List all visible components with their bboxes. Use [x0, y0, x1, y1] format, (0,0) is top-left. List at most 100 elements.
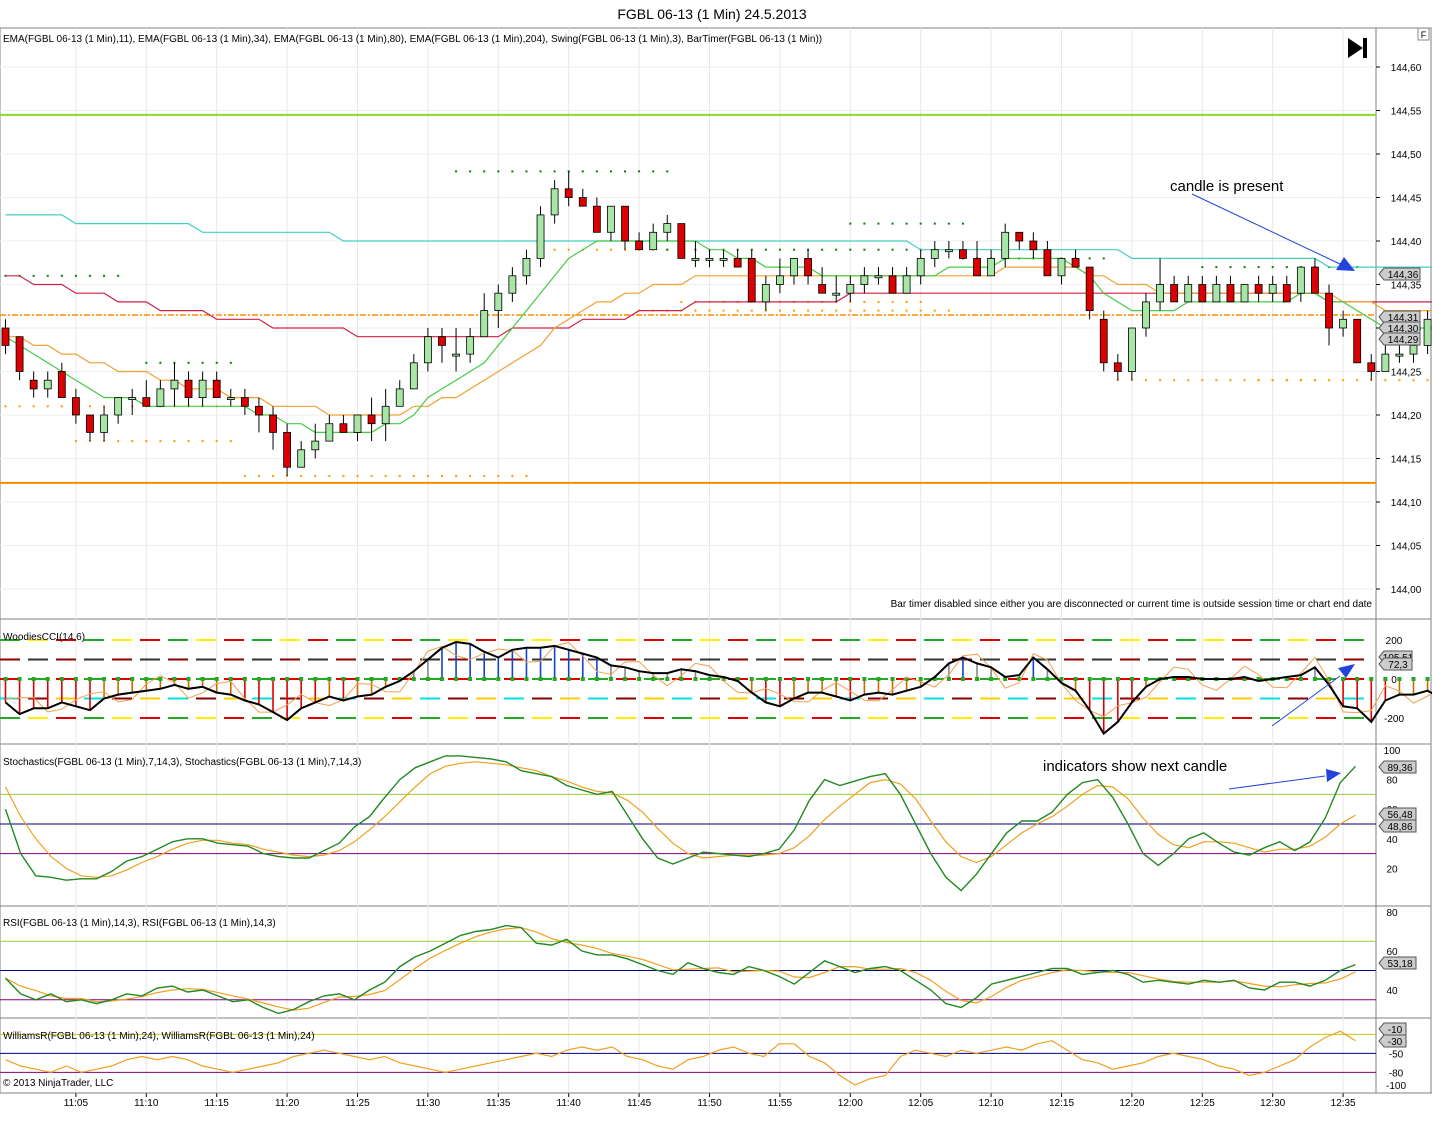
swing-dot: [919, 300, 922, 303]
candle: [1128, 327, 1136, 372]
candle: [184, 379, 193, 399]
candle: [1423, 318, 1432, 346]
swing-dot: [229, 361, 232, 364]
swing-dot: [511, 474, 514, 477]
candle-annotation: candle is present: [1170, 178, 1284, 195]
cci-zero-dot: [918, 677, 923, 681]
candle: [57, 371, 66, 399]
candle: [1029, 240, 1038, 251]
price-tick-label: 144,40: [1391, 237, 1422, 248]
swing-dot: [1201, 266, 1204, 269]
cci-zero-dot: [116, 677, 121, 681]
candle: [1325, 292, 1333, 329]
candle: [1142, 301, 1150, 329]
cci-tag-label: 72,3: [1388, 660, 1408, 671]
cci-zero-dot: [327, 677, 332, 681]
swing-dot: [1215, 266, 1218, 269]
price-tick-label: 144,00: [1391, 585, 1422, 596]
candle: [733, 257, 742, 268]
candle: [930, 249, 939, 259]
candle: [1113, 362, 1122, 372]
time-label: 12:25: [1190, 1098, 1215, 1109]
swing-dot: [229, 440, 232, 443]
swing-dot: [835, 248, 838, 251]
candle: [1282, 284, 1291, 303]
cci-zero-dot: [228, 677, 233, 681]
swing-dot: [877, 222, 880, 225]
swing-dot: [666, 170, 669, 173]
cci-zero-dot: [1355, 677, 1360, 681]
cci-zero-dot: [369, 677, 374, 681]
swing-dot: [398, 474, 401, 477]
candle: [1339, 318, 1347, 329]
skip-to-end-icon[interactable]: [1348, 38, 1367, 58]
cci-zero-dot: [1284, 677, 1289, 681]
cci-turbo-line: [5, 642, 1432, 718]
cci-zero-dot: [144, 677, 149, 681]
candle: [114, 397, 123, 416]
candle: [1254, 284, 1263, 294]
price-tag-label: 144,30: [1388, 324, 1419, 335]
swing-dot: [18, 405, 21, 408]
swing-dot: [257, 474, 260, 477]
price-tick-label: 144,60: [1391, 63, 1422, 74]
swing-dot: [74, 274, 77, 277]
swing-dot: [4, 405, 7, 408]
price-tag-label: 144,29: [1388, 335, 1419, 346]
swing-dot: [32, 274, 35, 277]
cci-zero-dot: [651, 677, 656, 681]
swing-dot: [1088, 257, 1091, 260]
willr-tick-label: -80: [1389, 1068, 1404, 1079]
swing-dot: [919, 309, 922, 312]
swing-dot: [1285, 266, 1288, 269]
cci-zero-dot: [411, 677, 416, 681]
stoch-tag-label: 48,86: [1387, 822, 1412, 833]
candle: [325, 423, 334, 442]
cci-zero-dot: [1242, 677, 1247, 681]
candle: [1296, 266, 1305, 294]
swing-dot: [342, 474, 345, 477]
cci-zero-dot: [1411, 677, 1416, 681]
willr-tag: [1378, 1022, 1407, 1036]
swing-dot: [849, 309, 852, 312]
swing-dot: [314, 474, 317, 477]
swing-dot: [722, 309, 725, 312]
price-tag: [1378, 332, 1421, 346]
cci-zero-dot: [932, 677, 937, 681]
cci-zero-dot: [130, 677, 135, 681]
swing-dot: [497, 474, 500, 477]
time-label: 11:45: [627, 1098, 652, 1109]
candle: [283, 431, 292, 468]
swing-dot: [905, 309, 908, 312]
swing-dot: [1285, 379, 1288, 382]
cci-line: [4, 640, 1432, 736]
cci-tick-label: 200: [1386, 636, 1403, 647]
willr-tag-label: -30: [1388, 1037, 1403, 1048]
time-label: 11:10: [134, 1098, 159, 1109]
candle: [452, 353, 460, 357]
swing-dot: [891, 222, 894, 225]
willr-line: [5, 1030, 1356, 1086]
swing-dot: [652, 170, 655, 173]
cci-tick-label: -200: [1384, 714, 1404, 725]
time-label: 11:35: [486, 1098, 511, 1109]
candle: [705, 257, 714, 261]
cci-zero-dot: [524, 677, 529, 681]
swing-dot: [947, 222, 950, 225]
swing-dot: [1243, 266, 1246, 269]
swing-dot: [595, 248, 598, 251]
candle: [409, 362, 418, 390]
cci-zero-dot: [510, 677, 515, 681]
swing-dot: [877, 309, 880, 312]
time-label: 11:55: [768, 1098, 793, 1109]
candle: [973, 257, 981, 277]
cci-zero-dot: [735, 677, 740, 681]
candle: [72, 397, 80, 416]
swing-dot: [680, 300, 683, 303]
willr-tag: [1378, 1034, 1407, 1048]
price-tick-label: 144,05: [1391, 542, 1422, 553]
stoch-tag-label: 56,48: [1387, 810, 1412, 821]
willr-panel-label: WilliamsR(FGBL 06-13 (1 Min),24), Willia…: [3, 1031, 315, 1042]
cci-panel-label: WoodiesCCI(14,6): [3, 632, 85, 643]
swing-dot: [426, 474, 429, 477]
